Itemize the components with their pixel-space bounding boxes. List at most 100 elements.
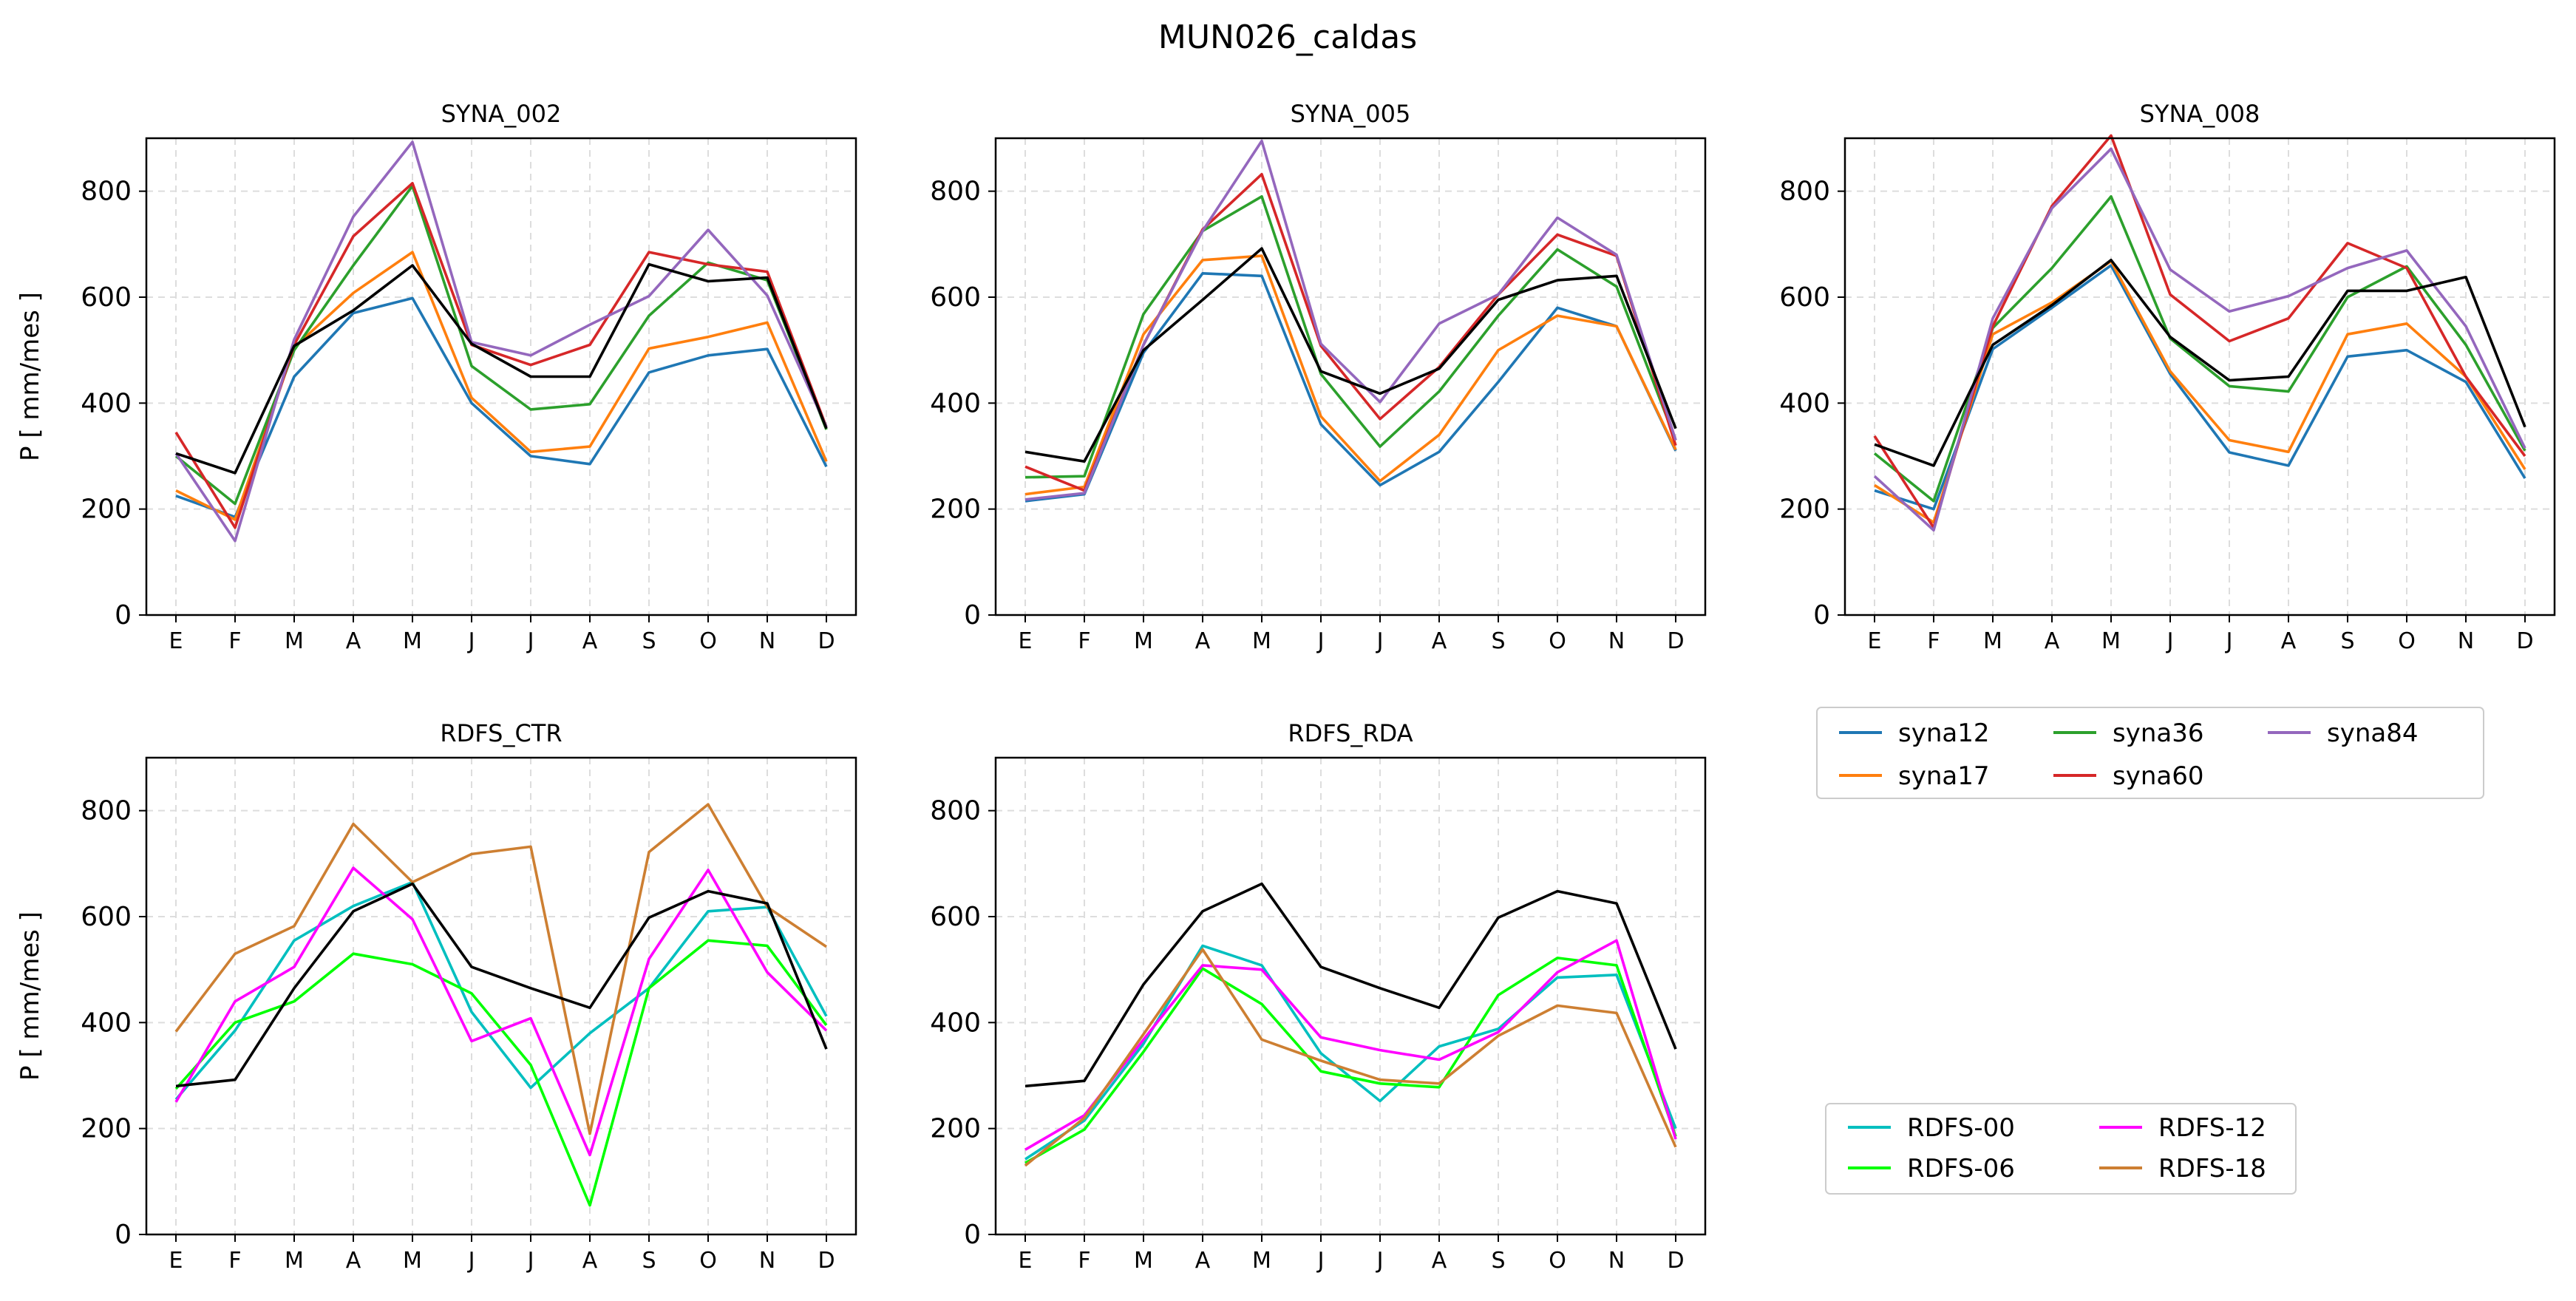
x-tick-label: M <box>403 1248 422 1274</box>
x-tick-label: M <box>1134 628 1153 654</box>
x-tick-label: D <box>1667 628 1684 654</box>
y-tick-label: 200 <box>81 495 132 525</box>
y-tick-label: 400 <box>930 1008 981 1038</box>
legend-label: syna12 <box>1898 719 1989 748</box>
x-tick-label: D <box>2516 628 2533 654</box>
x-tick-label: M <box>2101 628 2121 654</box>
series-line-syna12 <box>175 296 828 519</box>
series-line-syna60 <box>1024 172 1677 492</box>
panel-syna-005: E F M A M J J A S O N D 0 200 400 600 800 SYNA_005 <box>930 100 1707 654</box>
y-axis-label: P [ mm/mes ] <box>16 292 45 461</box>
x-tick-label: N <box>759 628 775 654</box>
x-tick-label: F <box>228 628 241 654</box>
y-tick-label: 600 <box>930 902 981 932</box>
series-line-syna60 <box>1873 134 2526 529</box>
x-tick-label: M <box>285 1248 304 1274</box>
x-tick-label: M <box>403 628 422 654</box>
x-tick-label: A <box>582 1248 598 1274</box>
y-tick-label: 400 <box>1779 388 1830 418</box>
panel-syna-008: E F M A M J J A S O N D 0 200 400 600 800 SYNA_008 <box>1779 100 2556 654</box>
series-line-syna60 <box>174 182 828 529</box>
series-line-syna84 <box>174 140 828 543</box>
y-tick-label: 400 <box>81 388 132 418</box>
legend-label: RDFS-18 <box>2158 1154 2266 1183</box>
x-tick-label: M <box>1134 1248 1153 1274</box>
panel-title: SYNA_005 <box>1291 100 1411 128</box>
y-tick-label: 200 <box>930 1114 981 1144</box>
x-tick-label: J <box>2166 628 2174 654</box>
legend-box <box>1816 707 2484 799</box>
y-tick-label: 600 <box>930 282 981 313</box>
x-tick-label: D <box>1667 1248 1684 1274</box>
x-tick-label: A <box>346 1248 361 1274</box>
y-tick-label: 800 <box>930 177 981 207</box>
x-tick-label: F <box>1078 628 1090 654</box>
series-line-syna12 <box>1024 271 1677 503</box>
axes-frame <box>1843 137 2556 616</box>
legend-label: RDFS-06 <box>1907 1154 2015 1183</box>
x-tick-label: S <box>2340 628 2354 654</box>
x-tick-label: N <box>2458 628 2474 654</box>
legend-entry-syna36: syna36 <box>2053 719 2203 748</box>
x-tick-label: S <box>1491 1248 1505 1274</box>
x-tick-label: O <box>699 1248 717 1274</box>
y-tick-label: 800 <box>81 796 132 826</box>
x-tick-label: O <box>1549 628 1566 654</box>
series-line-syna84 <box>1873 147 2526 532</box>
y-tick-label: 0 <box>964 600 981 631</box>
x-tick-label: J <box>526 1248 534 1274</box>
series-line-syna36 <box>1873 194 2526 503</box>
legend-entry-rdfs-00: RDFS-00 <box>1848 1113 2015 1143</box>
series-line-rdfs-00 <box>174 880 828 1101</box>
y-tick-label: 800 <box>81 177 132 207</box>
series-line-rdfs-12 <box>1024 939 1677 1151</box>
series-line-rdfs-06 <box>1024 957 1677 1164</box>
x-tick-label: E <box>169 1248 183 1274</box>
figure-title: MUN026_caldas <box>1158 18 1417 56</box>
x-tick-label: A <box>346 628 361 654</box>
legends: syna12syna17syna36syna60syna84RDFS-00RDF… <box>1816 707 2484 1195</box>
series-line-observed <box>1874 258 2526 467</box>
x-tick-label: D <box>818 628 835 654</box>
x-tick-label: A <box>582 628 598 654</box>
panel-syna-002: E F M A M J J A S O N D 0 200 400 600 800 SYNA_002 P [ mm/… <box>16 100 857 654</box>
x-tick-label: N <box>1608 1248 1625 1274</box>
y-tick-label: 200 <box>81 1114 132 1144</box>
series-line-syna36 <box>174 184 828 506</box>
legend-entry-syna84: syna84 <box>2268 719 2418 748</box>
axes-frame <box>145 756 857 1236</box>
legend-box <box>1825 1103 2297 1195</box>
x-tick-label: M <box>1252 628 1271 654</box>
series-line-rdfs-18 <box>1024 948 1677 1167</box>
x-tick-label: E <box>1868 628 1882 654</box>
x-tick-label: J <box>526 628 534 654</box>
panels: E F M A M J J A S O N D 0 200 400 600 800 SYNA_002 P [ mm/… <box>16 100 2556 1274</box>
x-tick-label: A <box>2045 628 2060 654</box>
x-tick-label: S <box>642 1248 656 1274</box>
y-tick-label: 400 <box>930 388 981 418</box>
x-tick-label: F <box>228 1248 241 1274</box>
series-line-observed <box>1024 882 1677 1088</box>
x-tick-label: E <box>1019 628 1033 654</box>
x-tick-label: N <box>1608 628 1625 654</box>
x-tick-label: J <box>1316 628 1325 654</box>
x-tick-label: F <box>1927 628 1940 654</box>
axes-frame <box>994 756 1707 1236</box>
y-tick-label: 0 <box>1813 600 1830 631</box>
x-tick-label: A <box>1195 628 1211 654</box>
series-line-rdfs-18 <box>174 803 828 1135</box>
y-tick-label: 800 <box>930 796 981 826</box>
x-tick-label: J <box>1376 1248 1384 1274</box>
axes-frame <box>994 137 1707 616</box>
panel-rdfs-ctr: E F M A M J J A S O N D 0 200 400 600 800 RDFS_CTR P [ mm/… <box>16 719 857 1274</box>
panel-title: SYNA_002 <box>441 100 562 128</box>
x-tick-label: A <box>1432 1248 1447 1274</box>
x-tick-label: J <box>1316 1248 1325 1274</box>
panel-title: RDFS_CTR <box>440 719 562 747</box>
legend-label: RDFS-00 <box>1907 1113 2015 1143</box>
series-line-syna17 <box>1024 254 1677 496</box>
panel-title: SYNA_008 <box>2140 100 2260 128</box>
series-line-observed <box>175 262 828 475</box>
y-tick-label: 600 <box>1779 282 1830 313</box>
y-tick-label: 200 <box>930 495 981 525</box>
